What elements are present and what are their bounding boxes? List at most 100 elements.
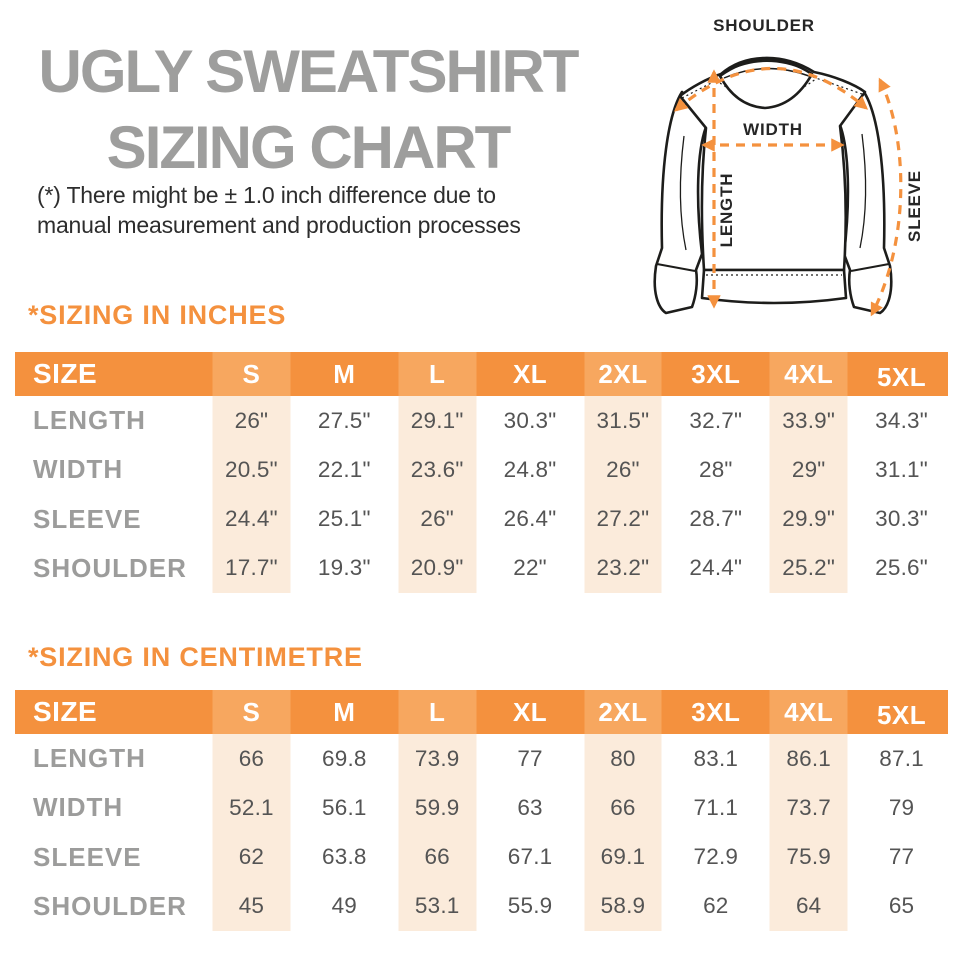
- size-column-header-xl: XL: [483, 690, 577, 734]
- row-label-width: WIDTH: [33, 792, 124, 823]
- size-value: 79: [888, 794, 915, 820]
- sizing-table-inches: SIZE S M L XL 2XL 3XL 4XL 5XL LENGTH 26" 27.5" 29.1"…: [15, 352, 948, 593]
- size-value: 65: [888, 893, 915, 919]
- row-label-sleeve: SLEEVE: [33, 503, 142, 534]
- size-value: 28": [699, 456, 733, 482]
- size-value: 72.9: [693, 844, 739, 870]
- row-label-shoulder: SHOULDER: [33, 890, 187, 921]
- size-value: 64: [762, 881, 856, 931]
- size-value: 34.3": [875, 407, 928, 433]
- sleeve-fold-lines: [679, 133, 867, 251]
- size-value: 23.2": [576, 543, 670, 593]
- size-column-header-xl: XL: [483, 352, 577, 396]
- size-value: 25.1": [317, 506, 371, 532]
- size-value: 77: [517, 745, 543, 771]
- size-value: 27.2": [576, 494, 670, 544]
- size-value: 67.1: [507, 844, 553, 870]
- size-value: 30.3": [875, 506, 928, 532]
- size-value: 29.9": [762, 494, 856, 544]
- size-column-header-3xl: 3XL: [669, 352, 763, 396]
- sweatshirt-diagram-svg: SHOULDER WIDTH LENGTH SLEEVE: [653, 16, 924, 317]
- size-column-header-2xl: 2XL: [576, 352, 670, 396]
- size-column-header-s: S: [205, 690, 298, 734]
- size-value: 62: [205, 832, 298, 882]
- size-value: 58.9: [576, 881, 670, 931]
- size-value: 63: [517, 794, 543, 820]
- size-value: 26.4": [503, 506, 557, 532]
- title-line-1: UGLY SWEATSHIRT: [38, 38, 580, 105]
- size-value: 23.6": [390, 445, 484, 495]
- size-column-header-5xl: 5XL: [855, 690, 948, 734]
- size-value: 75.9: [762, 832, 856, 882]
- size-value: 31.1": [875, 456, 928, 482]
- size-value: 25.2": [762, 543, 856, 593]
- size-value: 30.3": [503, 407, 557, 433]
- size-column-header-s: S: [205, 352, 298, 396]
- diagram-label-length: LENGTH: [717, 173, 736, 248]
- size-value: 26": [205, 396, 298, 446]
- size-value: 66: [390, 832, 484, 882]
- size-column-header-2xl: 2XL: [576, 690, 670, 734]
- size-value: 27.5": [317, 407, 371, 433]
- size-value: 22": [513, 555, 547, 581]
- row-label-shoulder: SHOULDER: [33, 552, 187, 583]
- size-value: 17.7": [205, 543, 298, 593]
- size-value: 29.1": [390, 396, 484, 446]
- size-column-header-3xl: 3XL: [669, 690, 763, 734]
- sleeve-arrow: [870, 77, 903, 317]
- size-value: 77: [888, 844, 915, 870]
- diagram-label-sleeve: SLEEVE: [905, 170, 924, 242]
- size-value: 80: [576, 734, 670, 784]
- size-column-header-l: L: [390, 690, 484, 734]
- size-value: 45: [205, 881, 298, 931]
- size-value: 86.1: [762, 734, 856, 784]
- size-value: 22.1": [317, 456, 371, 482]
- size-value: 25.6": [875, 555, 928, 581]
- size-value: 87.1: [879, 745, 924, 771]
- size-value: 20.9": [390, 543, 484, 593]
- size-column-header-4xl: 4XL: [762, 690, 856, 734]
- size-value: 52.1: [205, 783, 298, 833]
- size-value: 55.9: [507, 893, 553, 919]
- size-column-header-m: M: [297, 352, 391, 396]
- row-label-sleeve: SLEEVE: [33, 841, 142, 872]
- title-line-2: SIZING CHART: [106, 114, 512, 181]
- size-value: 24.4": [689, 555, 743, 581]
- page-title: UGLY SWEATSHIRT SIZING CHART: [28, 34, 588, 186]
- size-value: 63.8: [322, 844, 367, 870]
- shoulder-stitch-lines: [681, 76, 863, 99]
- section-title-inches: *SIZING IN INCHES: [28, 300, 287, 330]
- shoulder-arrow: [673, 66, 869, 112]
- size-value: 24.4": [205, 494, 298, 544]
- size-value: 83.1: [693, 745, 739, 771]
- size-value: 59.9: [390, 783, 484, 833]
- size-value: 49: [331, 893, 358, 919]
- size-value: 56.1: [322, 794, 367, 820]
- size-column-header-5xl: 5XL: [855, 352, 948, 396]
- size-value: 62: [703, 893, 729, 919]
- size-value: 20.5": [205, 445, 298, 495]
- size-value: 66: [576, 783, 670, 833]
- row-label-width: WIDTH: [33, 454, 124, 485]
- row-label-length: LENGTH: [33, 405, 146, 436]
- tolerance-note: (*) There might be ± 1.0 inch difference…: [37, 180, 617, 240]
- size-value: 69.8: [322, 745, 367, 771]
- row-label-length: LENGTH: [33, 743, 146, 774]
- size-value: 26": [576, 445, 670, 495]
- size-value: 31.5": [576, 396, 670, 446]
- size-value: 69.1: [576, 832, 670, 882]
- section-title-centimetre: *SIZING IN CENTIMETRE: [28, 642, 363, 672]
- size-value: 71.1: [693, 794, 739, 820]
- sweatshirt-hem-band: [700, 268, 848, 305]
- size-value: 73.9: [390, 734, 484, 784]
- size-value: 73.7: [762, 783, 856, 833]
- size-value: 28.7": [689, 506, 743, 532]
- measurement-arrows: [673, 66, 903, 317]
- size-column-header-l: L: [390, 352, 484, 396]
- size-value: 29": [762, 445, 856, 495]
- size-column-header-4xl: 4XL: [762, 352, 856, 396]
- note-line-2: manual measurement and production proces…: [37, 212, 521, 238]
- sweatshirt-measurement-diagram: SHOULDER WIDTH LENGTH SLEEVE: [622, 8, 958, 328]
- size-header-cell: SIZE: [15, 690, 205, 734]
